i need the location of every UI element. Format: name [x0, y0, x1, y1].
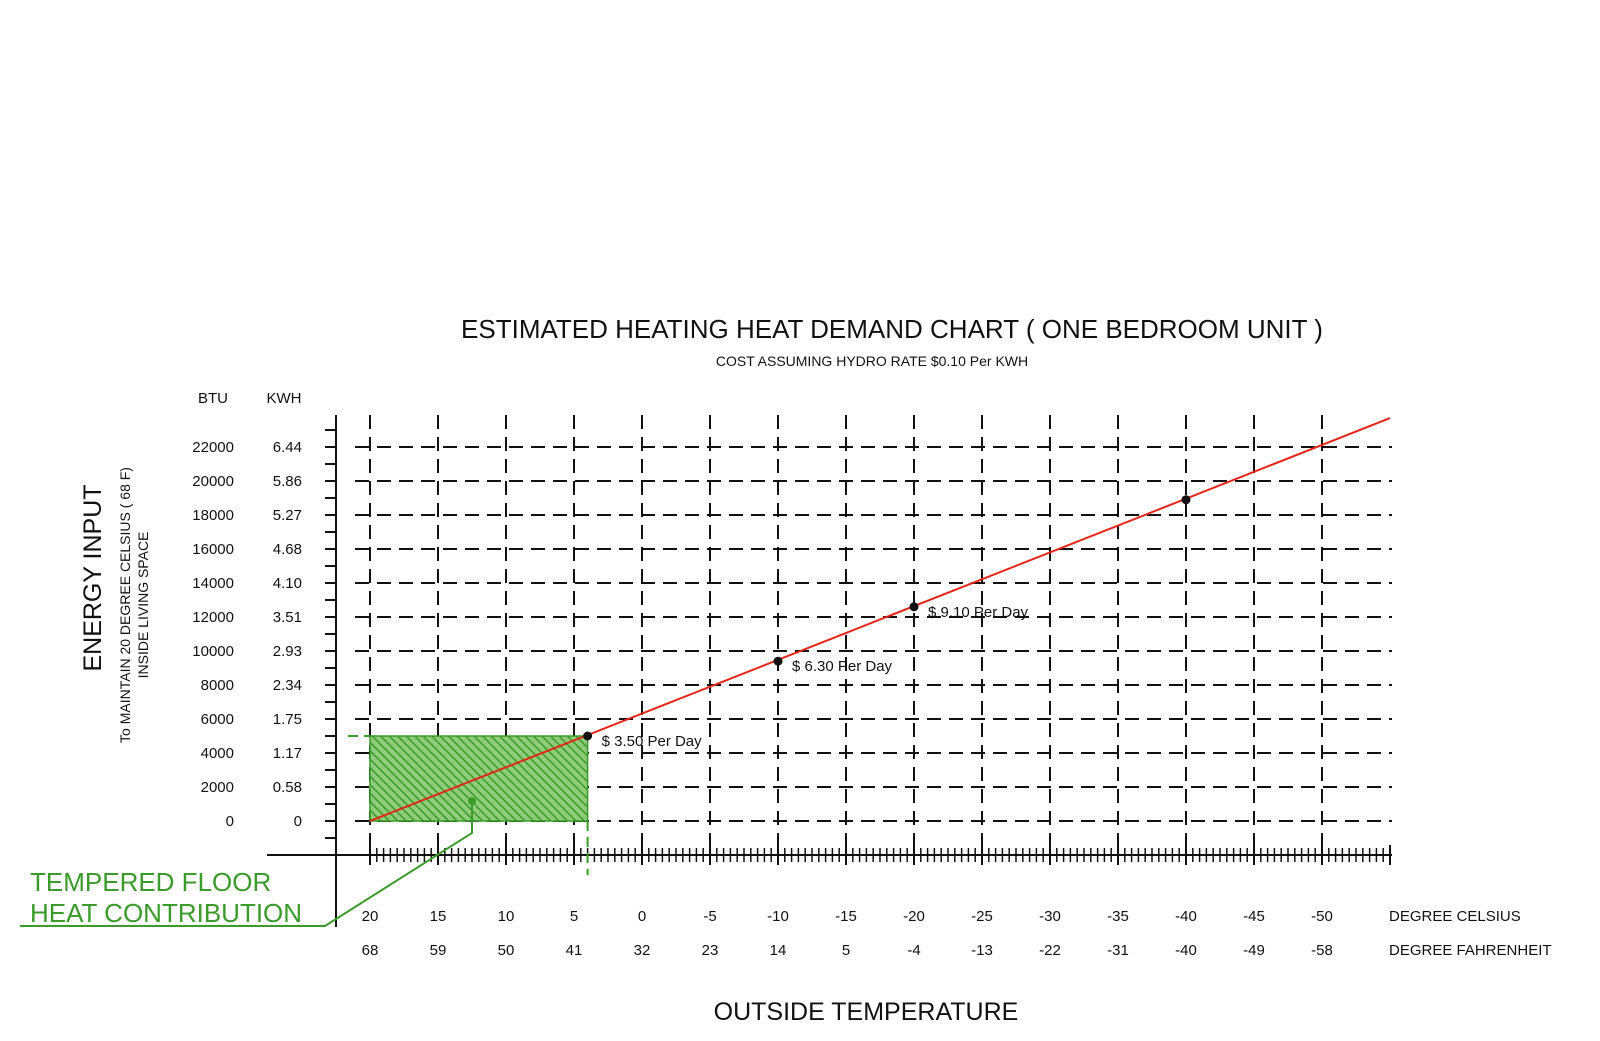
x-tick-label-fahrenheit: 5	[842, 942, 850, 959]
y-tick-label-btu: 20000	[192, 473, 234, 490]
x-tick-label-celsius: -45	[1243, 908, 1265, 925]
y-tick-label-kwh: 4.68	[273, 541, 302, 558]
y-header-btu: BTU	[198, 390, 228, 407]
callout-label-line2: HEAT CONTRIBUTION	[30, 898, 302, 928]
callout-leader	[20, 801, 473, 927]
y-tick-label-btu: 8000	[201, 677, 234, 694]
x-unit-celsius: DEGREE CELSIUS	[1389, 908, 1521, 925]
data-point-marker	[773, 656, 783, 666]
callout-anchor-dot	[468, 797, 476, 805]
x-tick-label-fahrenheit: -49	[1243, 942, 1265, 959]
x-tick-label-celsius: 20	[362, 908, 379, 925]
heat-demand-line	[369, 417, 1391, 822]
y-tick-label-btu: 16000	[192, 541, 234, 558]
x-tick-label-celsius: -50	[1311, 908, 1333, 925]
x-unit-fahrenheit: DEGREE FAHRENHEIT	[1389, 942, 1552, 959]
y-tick-label-kwh: 0	[294, 813, 302, 830]
y-tick-label-kwh: 3.51	[273, 609, 302, 626]
y-axis-title: ENERGY INPUT	[79, 484, 107, 671]
x-tick-label-fahrenheit: 50	[498, 942, 515, 959]
y-tick-label-kwh: 2.34	[273, 677, 302, 694]
callout-label-line1: TEMPERED FLOOR	[30, 867, 271, 897]
x-tick-label-celsius: -15	[835, 908, 857, 925]
x-tick-label-fahrenheit: 14	[770, 942, 787, 959]
x-tick-label-celsius: -30	[1039, 908, 1061, 925]
x-tick-label-fahrenheit: -40	[1175, 942, 1197, 959]
y-tick-label-kwh: 5.27	[273, 507, 302, 524]
y-tick-label-btu: 14000	[192, 575, 234, 592]
x-tick-label-celsius: -35	[1107, 908, 1129, 925]
y-tick-label-btu: 6000	[201, 711, 234, 728]
ticks-layer: 0 0 2000 0.58 4000 1.17 6000 1.75 8000 2.34 10000 2…	[192, 439, 1333, 959]
grid-layer	[355, 415, 1392, 861]
y-tick-label-btu: 0	[226, 813, 234, 830]
cost-per-day-label: $ 6.30 Per Day	[792, 658, 893, 675]
x-tick-label-celsius: -20	[903, 908, 925, 925]
y-tick-label-kwh: 6.44	[273, 439, 302, 456]
x-tick-label-celsius: 10	[498, 908, 515, 925]
y-tick-label-kwh: 4.10	[273, 575, 302, 592]
x-tick-label-fahrenheit: 41	[566, 942, 583, 959]
cost-per-day-label: $ 9.10 Per Day	[928, 604, 1029, 621]
x-tick-label-fahrenheit: 32	[634, 942, 651, 959]
y-tick-label-btu: 2000	[201, 779, 234, 796]
x-tick-label-celsius: -40	[1175, 908, 1197, 925]
y-tick-label-btu: 10000	[192, 643, 234, 660]
x-tick-label-fahrenheit: -13	[971, 942, 993, 959]
axes-layer	[267, 415, 1392, 927]
y-tick-label-kwh: 2.93	[273, 643, 302, 660]
y-tick-label-kwh: 5.86	[273, 473, 302, 490]
y-tick-label-btu: 18000	[192, 507, 234, 524]
x-tick-label-fahrenheit: -4	[907, 942, 920, 959]
y-tick-label-kwh: 1.17	[273, 745, 302, 762]
x-tick-label-fahrenheit: 59	[430, 942, 447, 959]
y-tick-label-btu: 4000	[201, 745, 234, 762]
x-tick-label-celsius: 0	[638, 908, 646, 925]
data-point-marker	[583, 731, 593, 741]
data-point-marker	[1181, 495, 1191, 505]
x-tick-label-celsius: 5	[570, 908, 578, 925]
series-layer	[369, 417, 1391, 822]
chart-subtitle: COST ASSUMING HYDRO RATE $0.10 Per KWH	[716, 353, 1028, 369]
y-tick-label-kwh: 0.58	[273, 779, 302, 796]
x-tick-label-fahrenheit: 68	[362, 942, 379, 959]
y-tick-label-btu: 22000	[192, 439, 234, 456]
x-tick-label-celsius: -10	[767, 908, 789, 925]
y-axis-subtitle-line2: INSIDE LIVING SPACE	[135, 532, 151, 679]
x-tick-label-celsius: 15	[430, 908, 447, 925]
data-point-marker	[909, 602, 919, 612]
y-tick-label-kwh: 1.75	[273, 711, 302, 728]
cost-per-day-label: $ 3.50 Per Day	[602, 733, 703, 750]
x-tick-label-fahrenheit: -22	[1039, 942, 1061, 959]
y-tick-label-btu: 12000	[192, 609, 234, 626]
y-axis-subtitle-line1: To MAINTAIN 20 DEGREE CELSIUS ( 68 F)	[117, 467, 133, 743]
points-layer: $ 3.50 Per Day $ 6.30 Per Day $ 9.10 Per D…	[583, 495, 1191, 750]
x-axis-title: OUTSIDE TEMPERATURE	[714, 998, 1019, 1026]
x-tick-label-fahrenheit: 23	[702, 942, 719, 959]
x-tick-label-celsius: -5	[703, 908, 716, 925]
x-tick-label-fahrenheit: -58	[1311, 942, 1333, 959]
y-header-kwh: KWH	[267, 390, 302, 407]
x-tick-label-celsius: -25	[971, 908, 993, 925]
chart-title: ESTIMATED HEATING HEAT DEMAND CHART ( ON…	[461, 314, 1323, 344]
x-tick-label-fahrenheit: -31	[1107, 942, 1129, 959]
